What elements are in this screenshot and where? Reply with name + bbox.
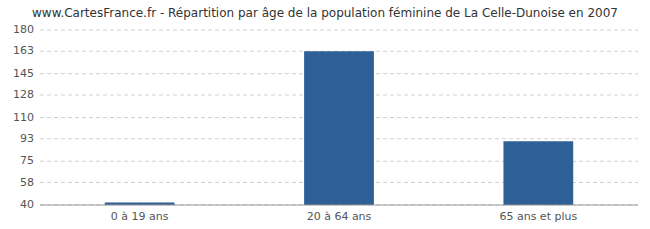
bar	[503, 141, 573, 205]
y-tick-label: 58	[20, 176, 34, 189]
y-tick-label: 145	[13, 67, 34, 80]
bars	[105, 51, 573, 205]
grid	[40, 30, 638, 205]
y-tick-label: 163	[13, 44, 34, 57]
y-tick-label: 180	[13, 23, 34, 36]
x-axis-line	[40, 205, 638, 206]
y-axis: 40 58 75 93 110 128 145 163 180	[13, 23, 34, 211]
x-tick-label: 20 à 64 ans	[307, 210, 372, 223]
bar	[304, 51, 374, 205]
chart-title: www.CartesFrance.fr - Répartition par âg…	[32, 6, 618, 20]
grid-line	[40, 205, 638, 206]
y-tick-label: 128	[13, 88, 34, 101]
y-tick-label: 75	[20, 154, 34, 167]
x-axis: 0 à 19 ans 20 à 64 ans 65 ans et plus	[40, 205, 638, 223]
y-tick-label: 93	[20, 132, 34, 145]
y-tick-label: 40	[20, 198, 34, 211]
chart-container: 40 58 75 93 110 128 145 163 180 0 à 19 ans 20 à 64…	[0, 0, 650, 229]
grid-line	[40, 30, 638, 31]
x-tick-label: 0 à 19 ans	[111, 210, 169, 223]
chart-svg: 40 58 75 93 110 128 145 163 180 0 à 19 ans 20 à 64…	[0, 0, 650, 229]
y-tick-label: 110	[13, 111, 34, 124]
x-tick-label: 65 ans et plus	[499, 210, 577, 223]
